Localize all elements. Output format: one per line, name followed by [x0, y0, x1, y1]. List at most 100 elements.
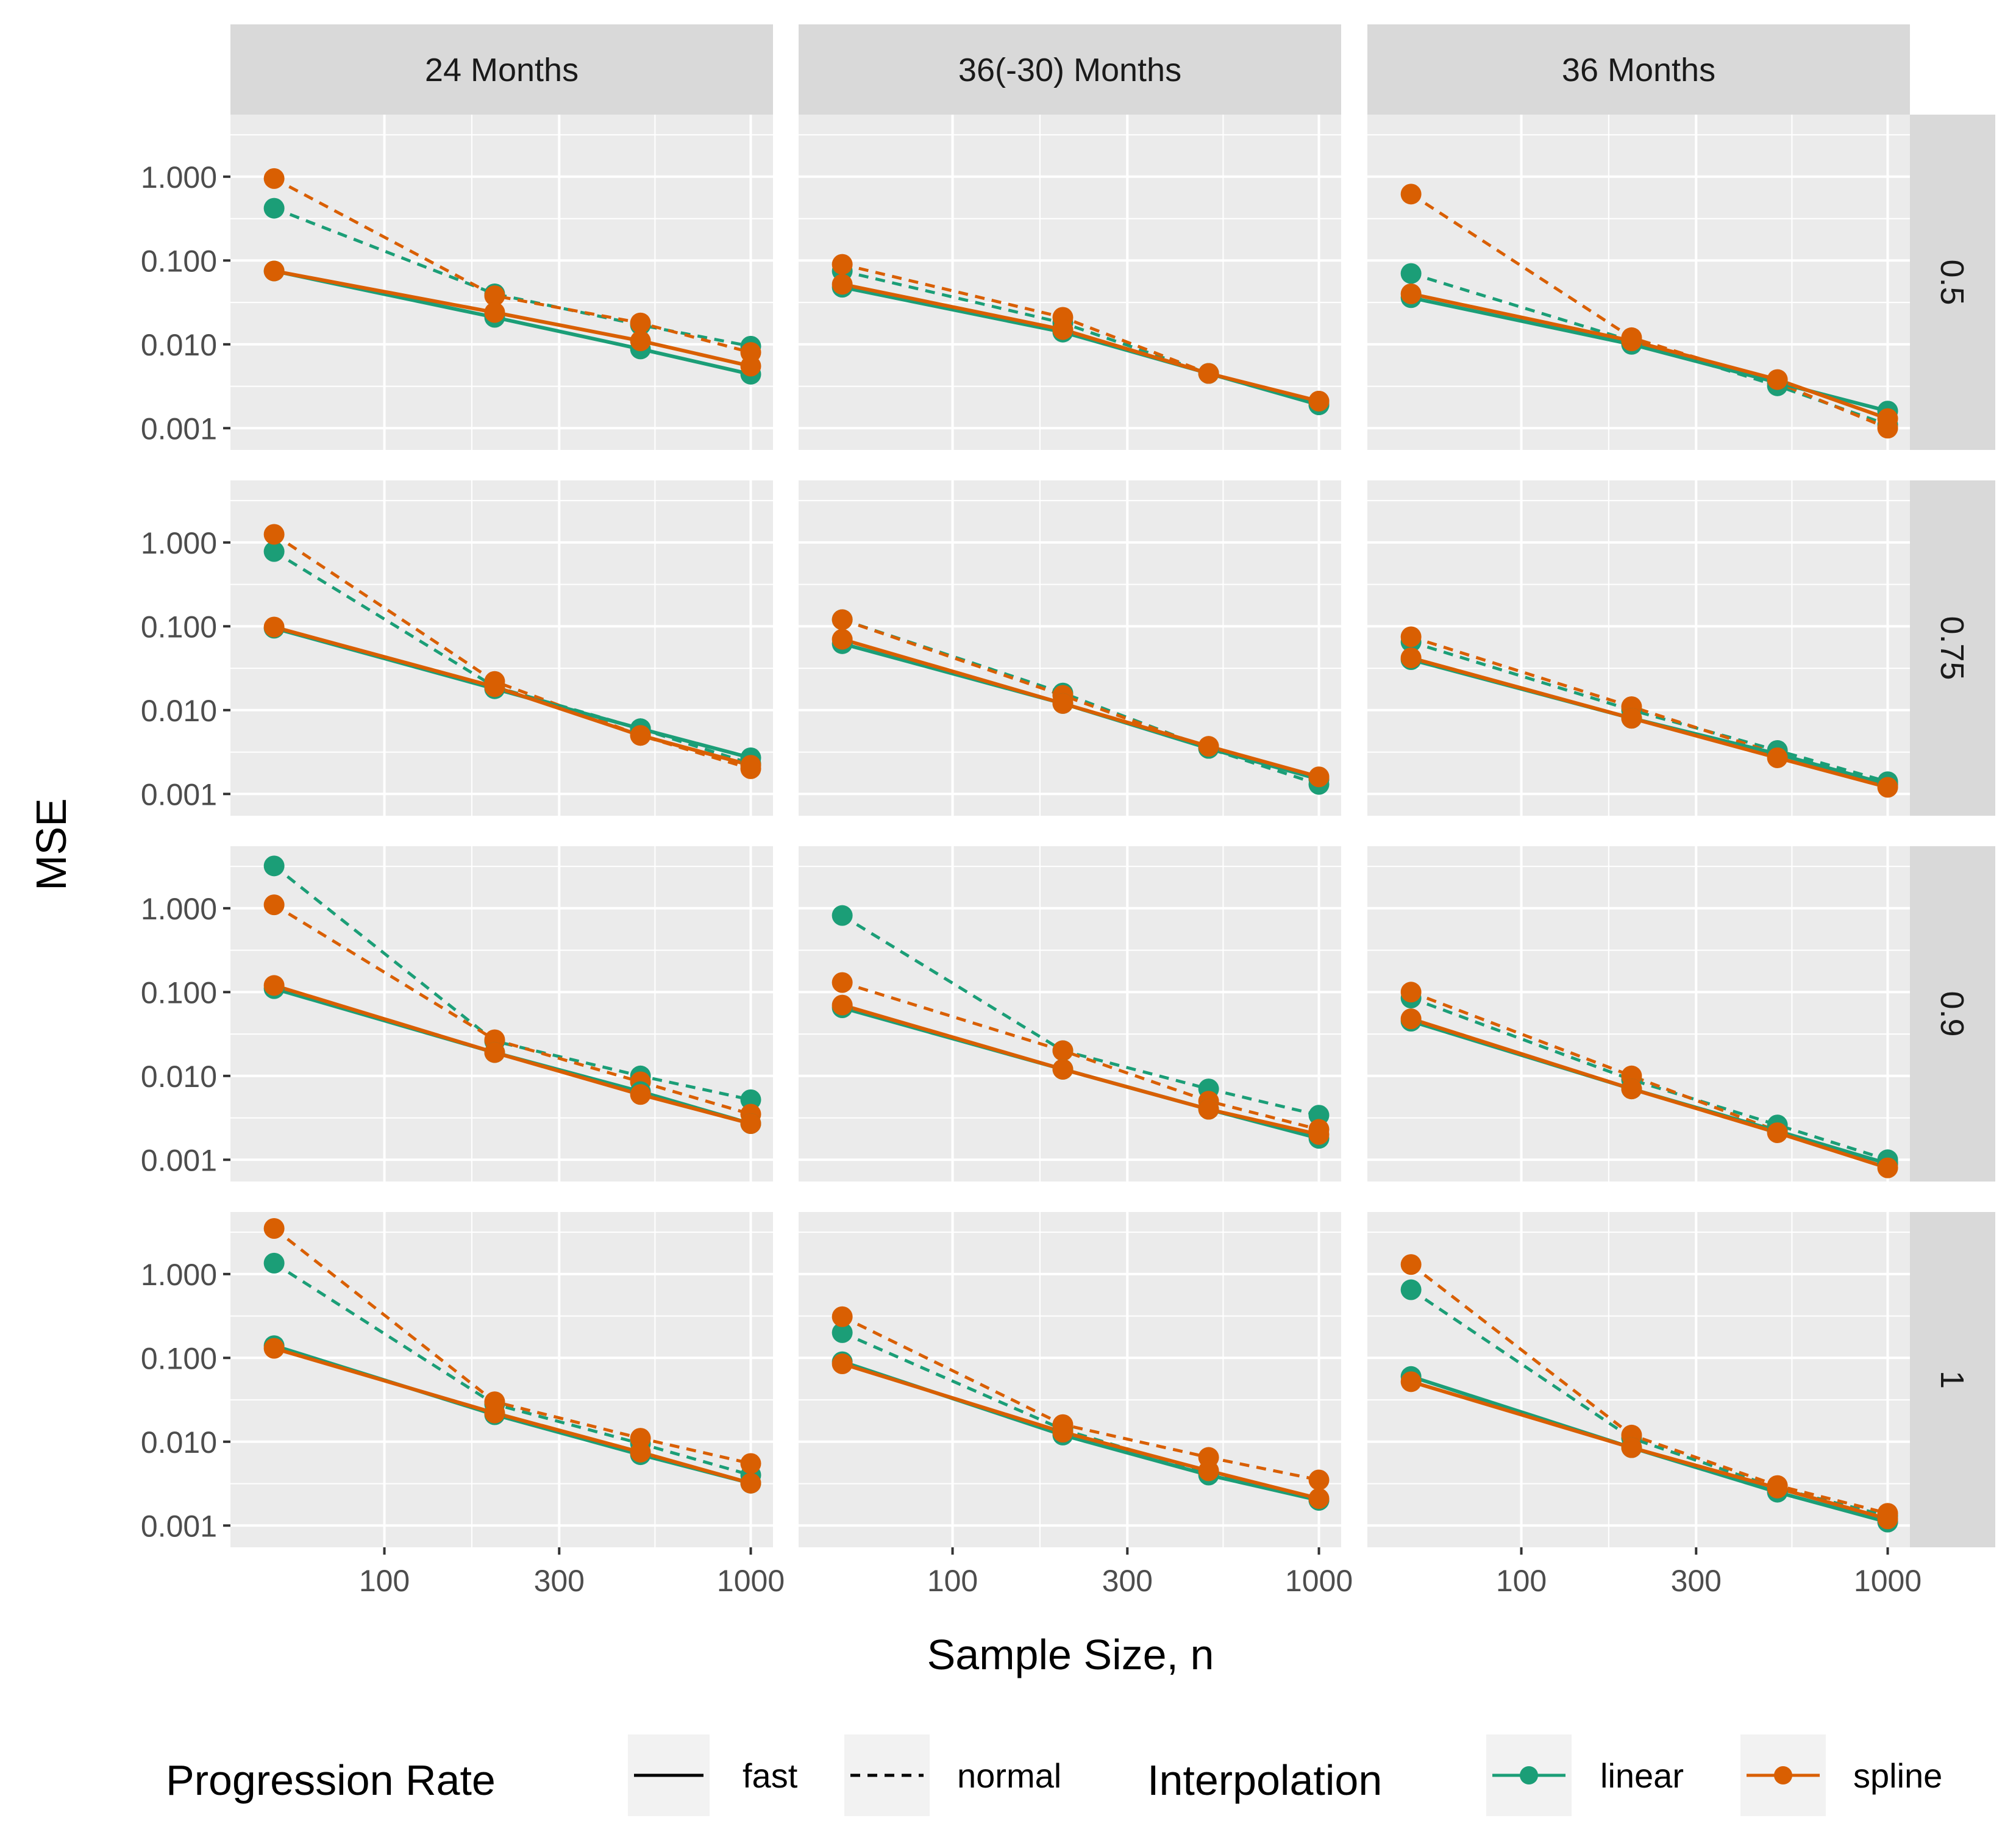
panel-background — [1367, 480, 1910, 816]
data-point-spline-fast — [263, 260, 285, 282]
series-line-linear-normal — [273, 864, 752, 1102]
y-tick-label: 1.000 — [141, 892, 217, 926]
series-line-spline-fast — [274, 269, 752, 368]
series-line-linear-normal — [841, 914, 1320, 1117]
axes-layer: 0.001 0.010 0.100 1.000 0.001 0.010 0.100 1.000… — [141, 160, 1922, 1598]
row-strip-label: 0.5 — [1934, 259, 1970, 305]
panel — [799, 480, 1341, 816]
y-tick-label: 0.001 — [141, 412, 217, 446]
data-point-spline-fast — [740, 1472, 761, 1494]
panel-series — [832, 1306, 1330, 1511]
data-point-spline-fast — [1198, 736, 1219, 757]
data-point-spline-fast — [1877, 1508, 1898, 1530]
data-point-spline-fast — [1877, 1157, 1898, 1178]
data-point-spline-fast — [1767, 1122, 1788, 1143]
data-point-spline-fast — [1052, 693, 1074, 714]
x-tick-label: 300 — [1671, 1564, 1722, 1598]
data-point-spline-fast — [740, 355, 761, 377]
data-point-spline-fast — [484, 676, 505, 697]
y-tick-label: 0.100 — [141, 610, 217, 644]
y-tick-label: 0.100 — [141, 975, 217, 1010]
row-strip — [1910, 846, 1995, 1182]
series-line-spline-normal — [273, 177, 752, 354]
data-point-spline-normal — [1052, 1040, 1074, 1061]
legend-label-linear: linear — [1600, 1756, 1684, 1795]
series-line-spline-fast — [841, 637, 1320, 779]
data-point-linear-normal — [263, 855, 285, 877]
panel-series — [832, 254, 1330, 415]
row-strip-label: 1 — [1934, 1371, 1970, 1389]
panel — [230, 846, 773, 1182]
legend-label-fast: fast — [743, 1756, 798, 1795]
row-strip — [1910, 115, 1995, 450]
data-point-spline-fast — [630, 725, 651, 746]
x-axis-title: Sample Size, n — [927, 1631, 1214, 1678]
data-point-spline-fast — [740, 755, 761, 776]
data-point-linear-normal — [832, 1322, 853, 1343]
y-tick-label: 0.010 — [141, 694, 217, 728]
data-point-spline-fast — [1400, 1008, 1422, 1030]
x-tick-label: 1000 — [717, 1564, 785, 1598]
panel — [1367, 480, 1910, 816]
x-tick-label: 1000 — [1285, 1564, 1353, 1598]
data-point-spline-normal — [832, 972, 853, 993]
data-point-spline-fast — [263, 975, 285, 996]
row-strip — [1910, 1212, 1995, 1547]
panel-series — [1400, 1254, 1898, 1533]
row-strip-label: 0.9 — [1934, 991, 1970, 1036]
legend-label-spline: spline — [1853, 1756, 1942, 1795]
data-point-spline-normal — [832, 609, 853, 630]
y-tick-label: 0.010 — [141, 1060, 217, 1094]
series-line-spline-fast — [841, 282, 1320, 403]
series-line-spline-fast — [841, 1362, 1320, 1500]
panels-layer — [230, 115, 1910, 1547]
panel — [1367, 1212, 1910, 1547]
series-line-spline-normal — [273, 903, 752, 1116]
y-axis-title: MSE — [27, 798, 75, 891]
column-strip — [230, 24, 773, 115]
series-line-linear-normal — [1410, 1288, 1889, 1518]
row-strip-label: 0.75 — [1934, 616, 1970, 680]
data-point-spline-normal — [1400, 982, 1422, 1003]
data-point-spline-fast — [263, 616, 285, 638]
data-point-linear-normal — [1400, 1279, 1422, 1300]
y-tick-label: 0.001 — [141, 1143, 217, 1177]
data-point-spline-fast — [263, 1338, 285, 1359]
legend: Progression Rate fast normal Interpolati… — [166, 1734, 1942, 1816]
data-point-spline-normal — [740, 1453, 761, 1474]
data-point-spline-fast — [832, 1353, 853, 1375]
series-line-linear-normal — [273, 1261, 752, 1477]
series-line-spline-fast — [1410, 656, 1889, 790]
panel-series — [263, 168, 761, 385]
data-point-spline-fast — [1877, 777, 1898, 798]
data-point-linear-normal — [263, 198, 285, 219]
y-tick-label: 0.100 — [141, 244, 217, 278]
data-point-spline-fast — [832, 994, 853, 1016]
data-point-spline-fast — [630, 1441, 651, 1463]
series-line-spline-normal — [1410, 1263, 1889, 1515]
panel-background — [799, 115, 1341, 450]
data-point-spline-fast — [1400, 283, 1422, 305]
data-point-spline-fast — [1621, 330, 1642, 352]
data-point-spline-normal — [630, 312, 651, 333]
data-point-spline-normal — [263, 894, 285, 916]
data-point-spline-fast — [1308, 1124, 1330, 1145]
legend-title-interpolation: Interpolation — [1147, 1756, 1382, 1804]
data-point-spline-fast — [1400, 1371, 1422, 1392]
series-line-spline-normal — [1410, 635, 1889, 786]
y-tick-label: 1.000 — [141, 526, 217, 560]
data-point-spline-fast — [740, 1113, 761, 1134]
panel-series — [1400, 982, 1898, 1178]
column-strip-label: 36 Months — [1562, 52, 1715, 88]
data-point-spline-normal — [484, 285, 505, 307]
series-line-spline-normal — [841, 981, 1320, 1132]
y-tick-label: 0.010 — [141, 1425, 217, 1460]
x-tick-label: 300 — [534, 1564, 585, 1598]
strips-layer: 24 Months 36(-30) Months 36 Months 0.5 0.75 0… — [230, 24, 1995, 1547]
column-strip-label: 24 Months — [425, 52, 579, 88]
data-point-spline-fast — [832, 274, 853, 295]
panel-series — [832, 609, 1330, 795]
series-line-spline-fast — [273, 983, 752, 1125]
data-point-spline-normal — [1308, 1469, 1330, 1491]
